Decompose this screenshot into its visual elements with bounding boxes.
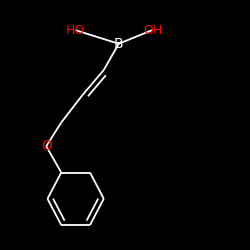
Text: O: O <box>41 139 52 153</box>
Text: HO: HO <box>66 24 84 36</box>
Text: OH: OH <box>143 24 162 36</box>
Text: B: B <box>114 37 124 51</box>
